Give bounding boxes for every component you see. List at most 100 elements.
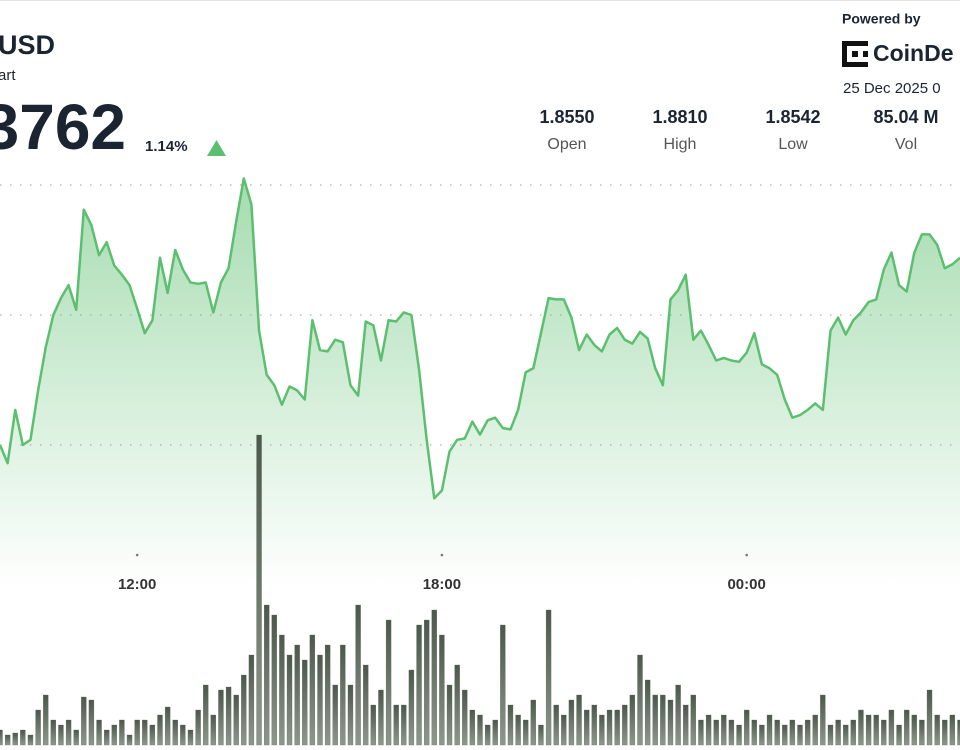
volume-bar [515, 714, 521, 746]
volume-bar [652, 694, 658, 746]
volume-bar [363, 664, 369, 746]
volume-bar [660, 694, 666, 746]
volume-bar [584, 709, 590, 746]
volume-bar [911, 714, 917, 746]
volume-bar [530, 699, 536, 746]
volume-bar [104, 729, 110, 746]
up-arrow [207, 140, 226, 156]
volume-bar [126, 734, 133, 746]
volume-bar [698, 719, 704, 746]
volume-bar [683, 704, 689, 746]
volume-bar [843, 724, 849, 746]
volume-bar [888, 709, 895, 746]
stat-label: Vol [895, 136, 917, 153]
volume-bar [119, 719, 125, 746]
volume-bar [492, 719, 498, 746]
date: 25 Dec 2025 0 [843, 80, 941, 97]
x-tick-label: 12:00 [118, 576, 156, 593]
volume-bar [926, 689, 933, 746]
volume-bar [782, 724, 788, 746]
volume-bar [317, 654, 323, 746]
price-line [0, 177, 960, 500]
volume-bar [332, 684, 338, 746]
stat-value: 85.04 M [873, 107, 938, 127]
volume-bar [835, 719, 841, 746]
volume-bar [454, 664, 460, 746]
volume-bar [469, 709, 476, 746]
volume-bar [591, 704, 597, 746]
x-tick [135, 553, 139, 557]
volume-bar [812, 714, 818, 746]
volume-bar [4, 734, 11, 746]
volume-bar [347, 684, 354, 746]
volume-bar [477, 714, 483, 746]
volume-bar [644, 679, 651, 746]
volume-bar [50, 719, 56, 746]
volume-bar [622, 704, 628, 746]
volume-bar [111, 724, 117, 746]
volume-bar [523, 719, 529, 746]
volume-bar [142, 719, 148, 746]
volume-bar [0, 729, 3, 746]
volume-bar [35, 709, 41, 746]
volume-bar [264, 604, 270, 746]
stat-label: High [664, 136, 697, 153]
volume-bar [766, 714, 773, 746]
volume-bar [241, 674, 247, 746]
price-area [0, 178, 960, 588]
volume-bar [134, 719, 140, 746]
stat-label: Open [547, 136, 586, 153]
volume-bar [385, 619, 392, 746]
volume-bar [279, 634, 285, 746]
volume-bar [614, 709, 620, 746]
x-tick-label: 00:00 [727, 576, 765, 593]
volume-bar [629, 694, 636, 746]
volume-bar [606, 709, 613, 746]
volume-bar [904, 709, 910, 746]
volume-bar [553, 704, 559, 746]
volume-bar [378, 689, 384, 746]
volume-bar [81, 696, 87, 746]
subtitle: art [0, 67, 16, 84]
volume-bar [65, 719, 72, 746]
volume-bar [210, 714, 216, 746]
volume-bar [751, 719, 757, 746]
volume-bar [896, 724, 902, 746]
volume-bar [157, 714, 163, 746]
volume-bar [599, 714, 605, 746]
volume-bar [88, 699, 95, 746]
volume-bar [858, 709, 864, 746]
volume-bar [789, 719, 796, 746]
volume-bar [446, 684, 453, 746]
brand-name: CoinDe [873, 40, 954, 66]
volume-bar [736, 724, 742, 746]
volume-bar [218, 689, 224, 746]
volume-bar [881, 719, 887, 746]
volume-bar [949, 714, 956, 746]
volume-bar [233, 694, 239, 746]
volume-bar [774, 719, 780, 746]
volume-bar [401, 704, 407, 746]
volume-bar [271, 614, 277, 746]
volume-bar [180, 724, 186, 746]
x-tick [440, 553, 444, 557]
volume-bar [865, 714, 872, 746]
volume-bar [12, 732, 18, 746]
volume-bar [27, 734, 34, 746]
volume-bar [370, 704, 376, 746]
price: 3762 [0, 91, 126, 163]
volume-bar [675, 684, 681, 746]
volume-bar [934, 714, 940, 746]
volume-bar [172, 719, 178, 746]
volume-bar [576, 694, 582, 746]
volume-bar [919, 719, 925, 746]
volume-bar [500, 624, 506, 746]
volume-bar [149, 724, 156, 746]
stat-value: 1.8550 [539, 107, 594, 127]
x-tick-label: 18:00 [423, 576, 461, 593]
stat-label: Low [778, 136, 808, 153]
volume-bar [721, 714, 727, 746]
volume-bar [827, 724, 834, 746]
volume-bar [538, 724, 544, 746]
volume-bar [744, 709, 750, 746]
